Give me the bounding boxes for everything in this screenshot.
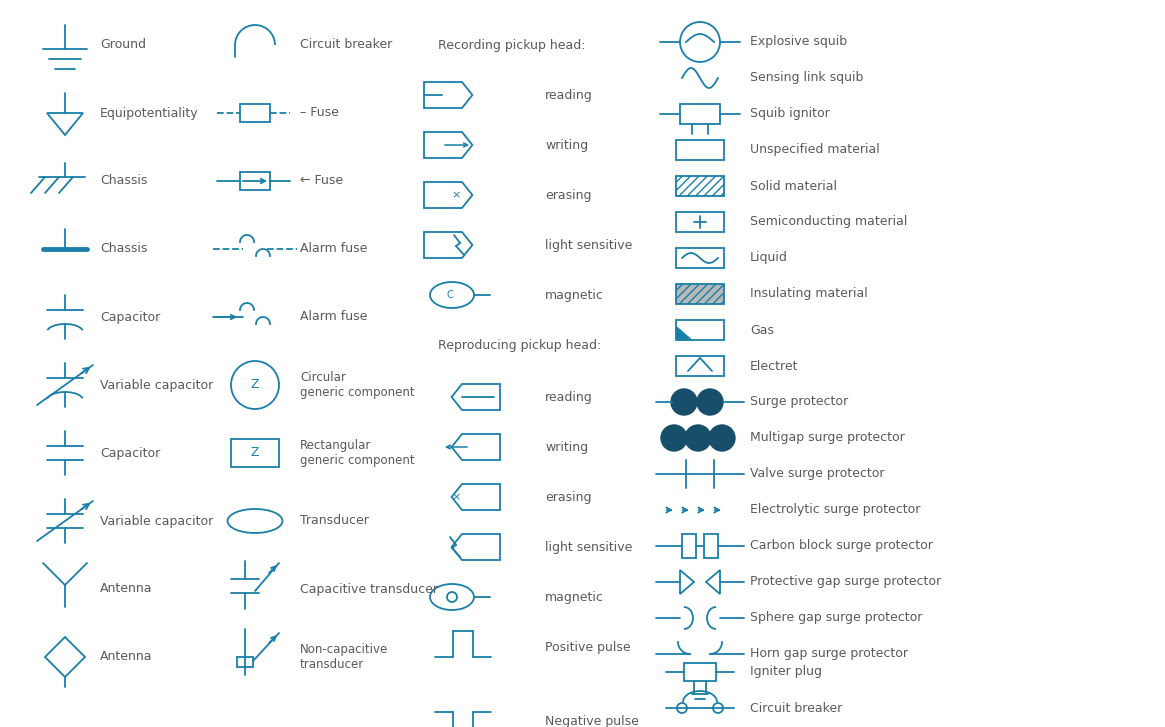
Text: Chassis: Chassis (100, 174, 148, 188)
Text: Ground: Ground (100, 39, 146, 52)
Bar (240, 104, 270, 122)
Text: Circular
generic component: Circular generic component (301, 371, 415, 399)
Circle shape (671, 389, 697, 415)
Text: Antenna: Antenna (100, 651, 153, 664)
Text: Equipotentiality: Equipotentiality (100, 106, 198, 119)
Text: magnetic: magnetic (545, 590, 603, 603)
Text: Capacitive transducer: Capacitive transducer (301, 582, 438, 595)
Text: Capacitor: Capacitor (100, 310, 161, 324)
Bar (676, 176, 723, 196)
Text: Electret: Electret (750, 359, 798, 372)
Text: Chassis: Chassis (100, 243, 148, 255)
Text: Semiconducting material: Semiconducting material (750, 215, 908, 228)
Text: Sensing link squib: Sensing link squib (750, 71, 863, 84)
Circle shape (709, 425, 735, 451)
Text: Carbon block surge protector: Carbon block surge protector (750, 539, 933, 553)
Text: ← Fuse: ← Fuse (301, 174, 344, 188)
Bar (704, 534, 718, 558)
Text: writing: writing (545, 441, 588, 454)
Text: erasing: erasing (545, 491, 592, 504)
Text: Surge protector: Surge protector (750, 395, 848, 409)
Bar (676, 248, 723, 268)
Polygon shape (676, 326, 692, 340)
Text: ×: × (451, 492, 460, 502)
Text: Reproducing pickup head:: Reproducing pickup head: (438, 339, 601, 351)
Bar (231, 439, 278, 467)
Bar (680, 104, 720, 124)
Bar (684, 663, 716, 681)
Text: Unspecified material: Unspecified material (750, 143, 880, 156)
Bar (240, 172, 270, 190)
Text: Variable capacitor: Variable capacitor (100, 379, 213, 392)
Bar (676, 212, 723, 232)
Text: Transducer: Transducer (301, 515, 369, 528)
Text: Igniter plug: Igniter plug (750, 665, 822, 678)
Text: magnetic: magnetic (545, 289, 603, 302)
Text: Circuit breaker: Circuit breaker (301, 39, 393, 52)
Text: Non-capacitive
transducer: Non-capacitive transducer (301, 643, 388, 671)
Bar (676, 320, 723, 340)
Bar (676, 356, 723, 376)
Text: Protective gap surge protector: Protective gap surge protector (750, 576, 941, 588)
Text: Alarm fuse: Alarm fuse (301, 310, 367, 324)
Text: Negative pulse: Negative pulse (545, 715, 638, 727)
Text: Gas: Gas (750, 324, 774, 337)
Text: ×: × (451, 190, 460, 200)
Text: Positive pulse: Positive pulse (545, 640, 630, 654)
Text: Valve surge protector: Valve surge protector (750, 467, 884, 481)
Circle shape (697, 389, 723, 415)
Text: Alarm fuse: Alarm fuse (301, 243, 367, 255)
Text: Horn gap surge protector: Horn gap surge protector (750, 648, 908, 661)
Text: Rectangular
generic component: Rectangular generic component (301, 439, 415, 467)
Text: light sensitive: light sensitive (545, 238, 633, 252)
Text: writing: writing (545, 139, 588, 151)
Text: Sphere gap surge protector: Sphere gap surge protector (750, 611, 923, 624)
Text: Electrolytic surge protector: Electrolytic surge protector (750, 504, 920, 516)
Text: erasing: erasing (545, 188, 592, 201)
Text: Liquid: Liquid (750, 252, 788, 265)
Text: light sensitive: light sensitive (545, 540, 633, 553)
Text: Insulating material: Insulating material (750, 287, 868, 300)
Text: – Fuse: – Fuse (301, 106, 339, 119)
Text: C: C (446, 290, 453, 300)
Text: Solid material: Solid material (750, 180, 836, 193)
Text: Variable capacitor: Variable capacitor (100, 515, 213, 528)
Circle shape (661, 425, 687, 451)
Text: Circuit breaker: Circuit breaker (750, 702, 842, 715)
Text: Explosive squib: Explosive squib (750, 36, 847, 49)
Text: reading: reading (545, 390, 593, 403)
Bar (676, 284, 723, 304)
Bar (236, 657, 253, 667)
Circle shape (685, 425, 711, 451)
Text: Capacitor: Capacitor (100, 446, 161, 459)
Text: Recording pickup head:: Recording pickup head: (438, 39, 586, 52)
Text: Antenna: Antenna (100, 582, 153, 595)
Text: reading: reading (545, 89, 593, 102)
Text: Multigap surge protector: Multigap surge protector (750, 432, 905, 444)
Bar (676, 140, 723, 160)
Text: Z: Z (250, 446, 260, 459)
Bar (682, 534, 696, 558)
Text: Squib ignitor: Squib ignitor (750, 108, 829, 121)
Text: Z: Z (250, 379, 260, 392)
